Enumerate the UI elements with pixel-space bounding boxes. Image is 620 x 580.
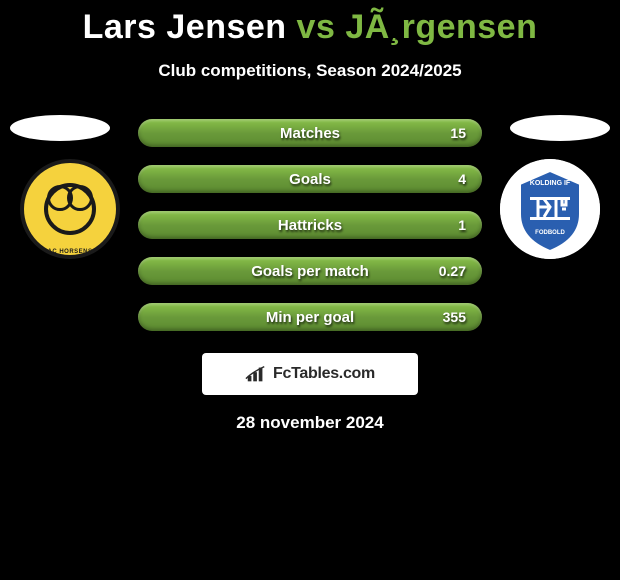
main-area: AC HORSENS KOLDING IF FODBOLD Matches 15	[0, 119, 620, 433]
source-logo-text: FcTables.com	[273, 365, 375, 383]
badge-left-label: AC HORSENS	[44, 249, 96, 255]
badge-shadow-right	[510, 115, 610, 141]
team-badge-right: KOLDING IF FODBOLD	[500, 159, 600, 259]
page-title: Lars Jensen vs JÃ¸rgensen	[0, 8, 620, 47]
stat-value: 355	[443, 309, 466, 325]
stat-label: Hattricks	[278, 217, 342, 234]
date-text: 28 november 2024	[0, 413, 620, 433]
stat-value: 1	[458, 217, 466, 233]
svg-text:FODBOLD: FODBOLD	[535, 230, 565, 236]
comparison-card: Lars Jensen vs JÃ¸rgensen Club competiti…	[0, 0, 620, 433]
stat-label: Min per goal	[266, 309, 354, 326]
stat-row: Goals per match 0.27	[138, 257, 482, 285]
stat-row: Hattricks 1	[138, 211, 482, 239]
title-player2: JÃ¸rgensen	[345, 8, 537, 46]
stat-value: 0.27	[439, 263, 466, 279]
stat-value: 4	[458, 171, 466, 187]
subtitle: Club competitions, Season 2024/2025	[0, 61, 620, 81]
team-badge-left: AC HORSENS	[20, 159, 120, 259]
stat-label: Matches	[280, 125, 340, 142]
title-vs: vs	[297, 8, 336, 46]
stat-value: 15	[450, 125, 466, 141]
stat-label: Goals	[289, 171, 331, 188]
bar-chart-icon	[245, 364, 267, 384]
source-logo: FcTables.com	[202, 353, 418, 395]
stat-row: Min per goal 355	[138, 303, 482, 331]
stat-label: Goals per match	[251, 263, 369, 280]
stats-list: Matches 15 Goals 4 Hattricks 1 Goals per…	[138, 119, 482, 331]
stat-row: Goals 4	[138, 165, 482, 193]
badge-shadow-left	[10, 115, 110, 141]
title-player1: Lars Jensen	[83, 8, 287, 46]
stat-row: Matches 15	[138, 119, 482, 147]
horsens-logo-icon: AC HORSENS	[44, 183, 96, 235]
svg-text:KOLDING IF: KOLDING IF	[530, 180, 571, 187]
kolding-logo-icon: KOLDING IF FODBOLD	[500, 159, 600, 259]
